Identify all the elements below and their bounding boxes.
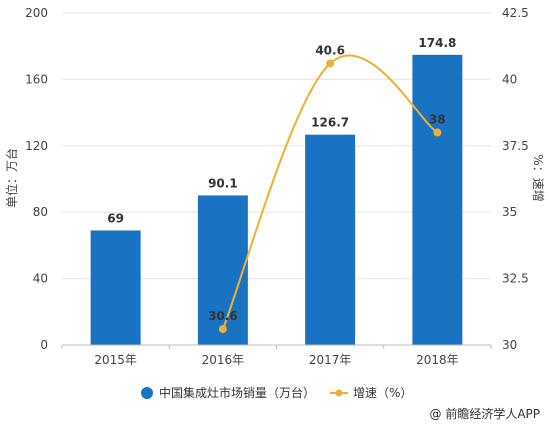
axes: 0 40 80 120 160 200 30 32.5 35 37.5 40 42.5 2015年 201… (25, 6, 529, 367)
bar-value-label: 69 (107, 211, 124, 225)
bar-value-label: 174.8 (418, 36, 456, 50)
growth-point (433, 128, 442, 137)
bar-series: 69 90.1 126.7 174.8 (90, 36, 463, 345)
bar (197, 195, 248, 345)
y-right-tick-label: 30 (502, 338, 517, 352)
bar-value-label: 126.7 (311, 116, 349, 130)
y-axis-right-label: %：速增 (531, 154, 545, 201)
y-left-tick-label: 40 (33, 272, 48, 286)
bar (90, 230, 141, 345)
legend-bar-marker (141, 387, 153, 399)
legend-line-label: 增速（%） (353, 386, 412, 400)
x-tick-label: 2017年 (309, 353, 352, 367)
legend-bar-label: 中国集成灶市场销量（万台） (159, 385, 315, 400)
y-left-tick-label: 200 (25, 6, 48, 20)
growth-point (218, 325, 227, 334)
y-right-tick-label: 42.5 (502, 6, 529, 20)
growth-value-label: 40.6 (315, 43, 345, 57)
x-tick-label: 2016年 (202, 353, 245, 367)
growth-line (221, 54, 438, 330)
legend: 中国集成灶市场销量（万台） 增速（%） (141, 385, 412, 400)
x-tick-label: 2018年 (416, 353, 459, 367)
line-series: 30.6 40.6 38 (208, 43, 446, 334)
y-axis-left-label: 单位：万台 (4, 148, 19, 208)
y-left-tick-label: 80 (33, 205, 48, 219)
legend-line-marker (335, 389, 343, 397)
y-right-tick-label: 40 (502, 72, 517, 86)
bar (305, 134, 356, 345)
growth-point (326, 59, 335, 68)
x-tick-label: 2015年 (94, 353, 137, 367)
growth-value-label: 38 (429, 113, 446, 127)
y-right-tick-label: 35 (502, 205, 517, 219)
y-left-tick-label: 120 (25, 139, 48, 153)
y-left-tick-label: 0 (40, 338, 48, 352)
y-left-tick-label: 160 (25, 72, 48, 86)
source-credit: @ 前瞻经济学人APP (430, 406, 541, 421)
bar (412, 54, 463, 345)
growth-value-label: 30.6 (208, 309, 238, 323)
y-right-tick-label: 32.5 (502, 272, 529, 286)
bar-value-label: 90.1 (208, 176, 238, 190)
y-right-tick-label: 37.5 (502, 139, 529, 153)
